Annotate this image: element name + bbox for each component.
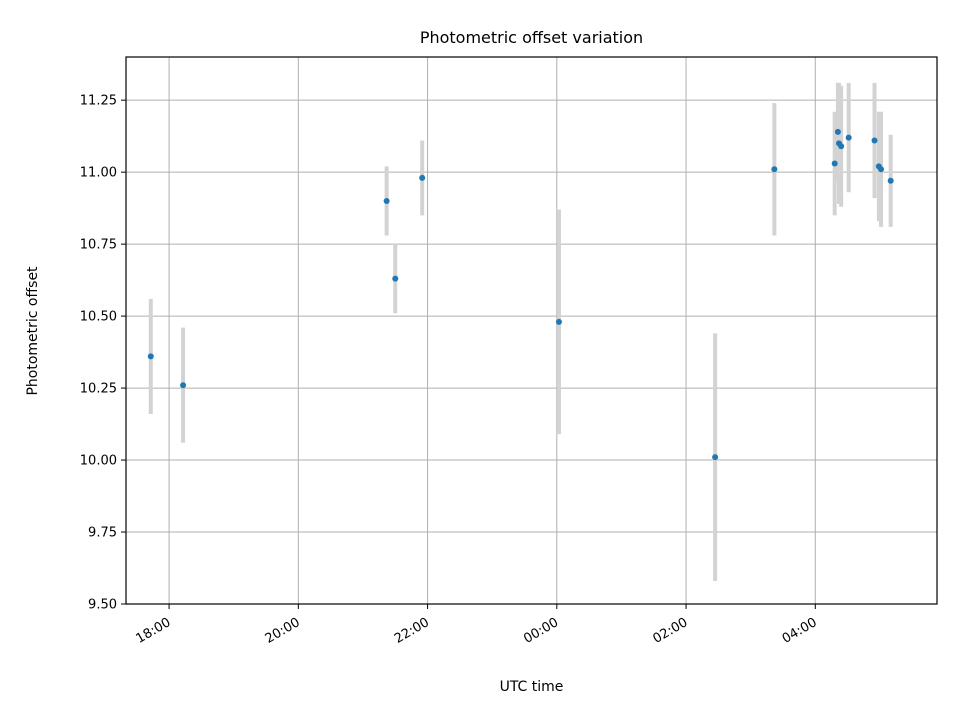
- grid-layer: [126, 57, 937, 605]
- x-tick-label: 18:00: [134, 615, 174, 647]
- y-tick-label: 10.00: [80, 454, 117, 469]
- x-axis-label: UTC time: [500, 679, 564, 695]
- x-tick-layer: 18:00 20:00 22:00 00:00 02:00 04:00: [134, 604, 820, 647]
- data-point: [419, 174, 426, 181]
- y-tick-label: 11.00: [80, 166, 117, 181]
- x-tick-label: 22:00: [392, 615, 432, 647]
- data-point: [845, 134, 852, 141]
- data-point: [180, 382, 187, 389]
- y-tick-label: 10.50: [80, 310, 117, 325]
- y-tick-label: 11.25: [80, 94, 117, 109]
- y-tick-label: 10.25: [80, 382, 117, 397]
- y-tick-layer: 9.50 9.75 10.00 10.25 10.50 10.75 11.00 11.25: [80, 94, 126, 613]
- data-point: [383, 197, 390, 204]
- errorbar-layer: [148, 82, 893, 581]
- point-layer: [147, 128, 894, 461]
- x-tick-label: 00:00: [521, 615, 561, 647]
- data-point: [147, 353, 154, 360]
- plot-frame: [125, 56, 938, 605]
- data-point: [871, 137, 878, 144]
- data-point: [555, 318, 562, 325]
- x-tick-label: 20:00: [263, 615, 303, 647]
- x-tick-label: 02:00: [651, 615, 691, 647]
- data-point: [838, 143, 845, 150]
- y-axis-label: Photometric offset: [25, 266, 41, 396]
- y-tick-label: 9.50: [88, 598, 117, 613]
- y-tick-label: 9.75: [88, 526, 117, 541]
- x-tick-label: 04:00: [780, 615, 820, 647]
- chart-title: Photometric offset variation: [420, 28, 643, 47]
- data-point: [877, 166, 884, 173]
- data-point: [831, 160, 838, 167]
- data-point: [392, 275, 399, 282]
- data-point: [771, 166, 778, 173]
- data-point: [834, 128, 841, 135]
- data-point: [712, 454, 719, 461]
- data-point: [887, 177, 894, 184]
- y-tick-label: 10.75: [80, 238, 117, 253]
